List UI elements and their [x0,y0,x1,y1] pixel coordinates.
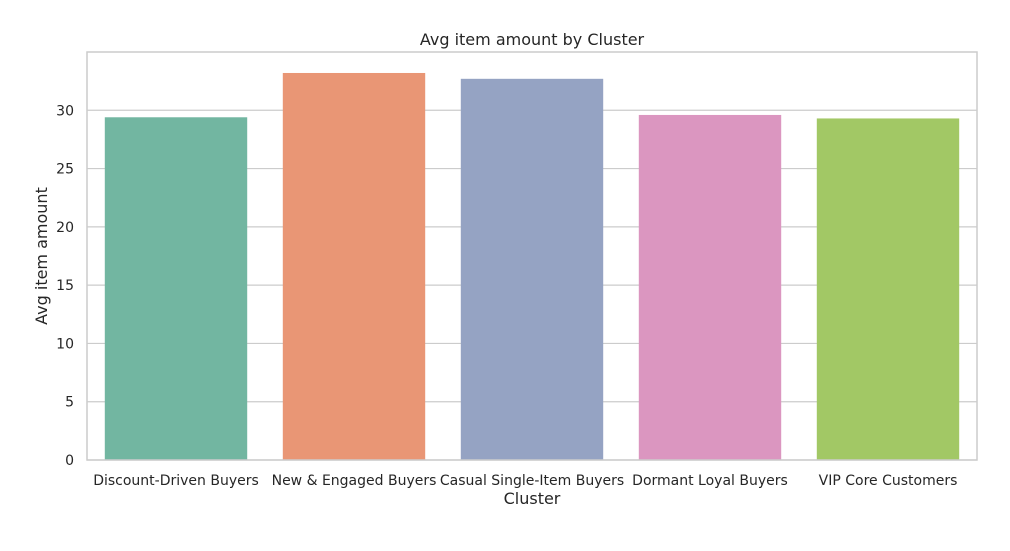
x-tick-label-2: Casual Single-Item Buyers [440,473,624,489]
y-tick-label-5: 25 [56,162,74,178]
x-tick-label-3: Dormant Loyal Buyers [632,473,788,489]
y-tick-label-0: 0 [65,453,74,469]
x-axis-label: Cluster [504,489,561,508]
bar-4 [816,118,960,461]
x-tick-label-1: New & Engaged Buyers [272,473,437,489]
y-tick-label-2: 10 [56,336,74,352]
y-axis-label: Avg item amount [32,187,51,325]
bar-2 [460,78,604,460]
bar-3 [638,114,782,460]
y-tick-label-4: 20 [56,220,74,236]
x-tick-labels: Discount-Driven Buyers New & Engaged Buye… [93,473,957,489]
x-tick-label-4: VIP Core Customers [819,473,958,489]
bars [104,72,960,461]
bar-1 [282,72,426,461]
y-tick-label-6: 30 [56,103,74,119]
y-tick-label-1: 5 [65,395,74,411]
y-tick-label-3: 15 [56,278,74,294]
chart-title: Avg item amount by Cluster [420,30,645,49]
y-tick-labels: 0 5 10 15 20 25 30 [56,103,74,469]
x-tick-label-0: Discount-Driven Buyers [93,473,259,489]
plot-frame [86,51,978,461]
bar-0 [104,117,248,460]
